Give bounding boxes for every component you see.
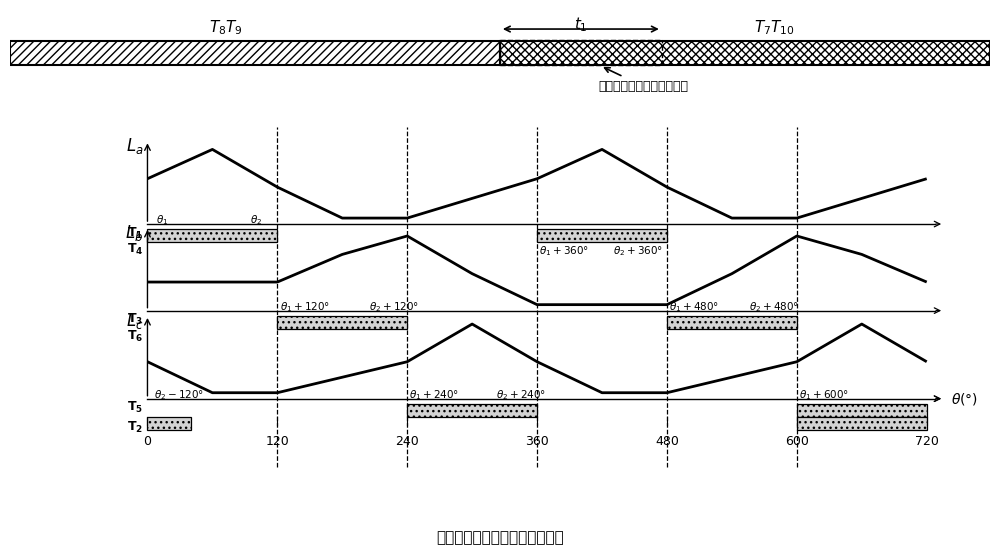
- Text: $\theta_1+480°$: $\theta_1+480°$: [669, 300, 719, 314]
- Text: $L_c$: $L_c$: [126, 311, 143, 331]
- Bar: [797, 404, 927, 416]
- Bar: [147, 230, 277, 242]
- Text: $\mathbf{T_3}$: $\mathbf{T_3}$: [127, 312, 143, 327]
- Text: $\mathbf{T_4}$: $\mathbf{T_4}$: [127, 242, 143, 258]
- Text: 360: 360: [525, 435, 549, 448]
- Text: $\theta_2-120°$: $\theta_2-120°$: [154, 388, 204, 402]
- Text: 240: 240: [395, 435, 419, 448]
- Text: $\theta_2+480°$: $\theta_2+480°$: [749, 300, 799, 314]
- Text: 480: 480: [655, 435, 679, 448]
- Text: $\theta_2+240°$: $\theta_2+240°$: [496, 388, 546, 402]
- Text: 720: 720: [915, 435, 939, 448]
- Text: $\theta(°)$: $\theta(°)$: [951, 391, 978, 407]
- Text: 励磁变换器开关管控制逻辑: 励磁变换器开关管控制逻辑: [598, 68, 688, 93]
- Text: $\mathbf{T_2}$: $\mathbf{T_2}$: [127, 420, 143, 435]
- Bar: [147, 418, 191, 430]
- Bar: [277, 316, 407, 329]
- Bar: [407, 404, 537, 416]
- Text: $\theta_1$: $\theta_1$: [156, 214, 168, 227]
- Text: 0: 0: [143, 435, 151, 448]
- Text: $\theta_1+360°$: $\theta_1+360°$: [539, 244, 589, 258]
- Text: $\theta_2+360°$: $\theta_2+360°$: [613, 244, 663, 258]
- Text: $\theta_2$: $\theta_2$: [250, 214, 262, 227]
- Text: $L_a$: $L_a$: [126, 136, 143, 156]
- Text: $L_b$: $L_b$: [125, 223, 143, 243]
- Bar: [537, 230, 667, 242]
- Text: 600: 600: [785, 435, 809, 448]
- Bar: [10, 41, 500, 65]
- Text: $\mathbf{T_5}$: $\mathbf{T_5}$: [127, 400, 143, 415]
- Text: $\mathbf{T_6}$: $\mathbf{T_6}$: [127, 329, 143, 344]
- Bar: [667, 316, 797, 329]
- Text: 120: 120: [265, 435, 289, 448]
- Bar: [500, 41, 990, 65]
- Text: 三相桥式变换器开关管控制逻辑: 三相桥式变换器开关管控制逻辑: [436, 530, 564, 545]
- Bar: [797, 418, 927, 430]
- Text: $T_8T_9$: $T_8T_9$: [209, 19, 243, 37]
- Text: $\theta_1+120°$: $\theta_1+120°$: [280, 300, 330, 314]
- Text: $T_7T_{10}$: $T_7T_{10}$: [754, 19, 795, 37]
- Text: $t_1$: $t_1$: [574, 15, 588, 34]
- Text: $\mathbf{T_1}$: $\mathbf{T_1}$: [127, 226, 143, 241]
- Text: $\theta_1+600°$: $\theta_1+600°$: [799, 388, 849, 402]
- Text: $\theta_2+120°$: $\theta_2+120°$: [369, 300, 419, 314]
- Text: $\theta_1+240°$: $\theta_1+240°$: [409, 388, 459, 402]
